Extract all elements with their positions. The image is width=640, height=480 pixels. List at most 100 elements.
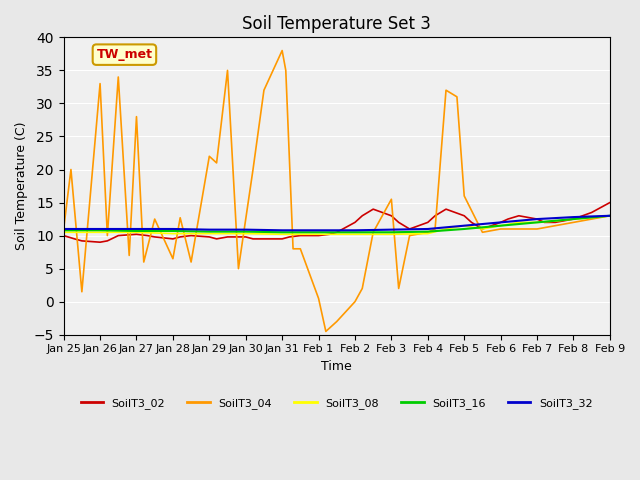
SoilT3_04 [322, 328, 330, 334]
SoilT3_32 [533, 216, 541, 222]
SoilT3_04 [96, 81, 104, 86]
SoilT3_08 [278, 231, 286, 237]
SoilT3_04 [424, 229, 431, 235]
SoilT3_02 [249, 236, 257, 242]
SoilT3_02 [278, 236, 286, 242]
SoilT3_04 [78, 289, 86, 295]
SoilT3_04 [460, 193, 468, 199]
SoilT3_02 [96, 240, 104, 245]
SoilT3_04 [515, 226, 523, 232]
SoilT3_32 [497, 219, 504, 225]
SoilT3_02 [541, 219, 548, 225]
SoilT3_04 [151, 216, 159, 222]
SoilT3_04 [169, 256, 177, 262]
SoilT3_04 [235, 266, 243, 272]
Text: TW_met: TW_met [97, 48, 152, 61]
SoilT3_32 [606, 213, 614, 219]
Title: Soil Temperature Set 3: Soil Temperature Set 3 [243, 15, 431, 33]
SoilT3_16 [169, 228, 177, 234]
SoilT3_04 [282, 68, 290, 73]
SoilT3_02 [188, 233, 195, 239]
SoilT3_02 [71, 236, 79, 242]
Line: SoilT3_02: SoilT3_02 [63, 203, 610, 242]
SoilT3_02 [104, 238, 111, 244]
SoilT3_02 [588, 210, 595, 216]
SoilT3_08 [515, 219, 523, 225]
SoilT3_08 [169, 231, 177, 237]
SoilT3_08 [442, 226, 450, 232]
SoilT3_04 [369, 229, 377, 235]
SoilT3_02 [177, 234, 184, 240]
SoilT3_04 [358, 286, 366, 291]
SoilT3_04 [479, 229, 486, 235]
SoilT3_02 [333, 229, 340, 235]
SoilT3_02 [442, 206, 450, 212]
SoilT3_04 [260, 87, 268, 93]
SoilT3_16 [96, 228, 104, 233]
SoilT3_04 [278, 48, 286, 53]
SoilT3_02 [468, 219, 476, 225]
SoilT3_08 [132, 229, 140, 235]
SoilT3_32 [169, 226, 177, 232]
SoilT3_08 [497, 223, 504, 228]
SoilT3_02 [307, 233, 315, 239]
SoilT3_04 [442, 87, 450, 93]
SoilT3_02 [169, 236, 177, 242]
SoilT3_02 [60, 233, 67, 239]
SoilT3_02 [315, 233, 323, 239]
SoilT3_08 [570, 216, 577, 222]
SoilT3_16 [606, 213, 614, 219]
SoilT3_04 [533, 226, 541, 232]
SoilT3_02 [78, 238, 86, 244]
SoilT3_32 [388, 227, 396, 232]
SoilT3_04 [406, 233, 413, 239]
SoilT3_02 [223, 234, 231, 240]
SoilT3_02 [533, 216, 541, 222]
SoilT3_08 [60, 229, 67, 235]
SoilT3_04 [395, 286, 403, 291]
SoilT3_16 [497, 223, 504, 228]
SoilT3_32 [315, 228, 323, 233]
SoilT3_16 [533, 219, 541, 225]
SoilT3_04 [431, 226, 439, 232]
SoilT3_08 [315, 231, 323, 237]
SoilT3_02 [431, 213, 439, 219]
SoilT3_02 [424, 219, 431, 225]
SoilT3_08 [533, 219, 541, 225]
SoilT3_02 [358, 213, 366, 219]
Legend: SoilT3_02, SoilT3_04, SoilT3_08, SoilT3_16, SoilT3_32: SoilT3_02, SoilT3_04, SoilT3_08, SoilT3_… [76, 394, 597, 414]
SoilT3_32 [424, 226, 431, 232]
SoilT3_32 [205, 227, 213, 232]
SoilT3_16 [242, 229, 250, 235]
SoilT3_08 [242, 231, 250, 237]
SoilT3_08 [424, 231, 431, 237]
Line: SoilT3_16: SoilT3_16 [63, 216, 610, 232]
SoilT3_02 [388, 213, 396, 219]
Y-axis label: Soil Temperature (C): Soil Temperature (C) [15, 122, 28, 250]
SoilT3_02 [285, 234, 293, 240]
SoilT3_02 [369, 206, 377, 212]
SoilT3_16 [60, 228, 67, 233]
SoilT3_02 [351, 219, 359, 225]
SoilT3_08 [96, 229, 104, 235]
SoilT3_02 [552, 219, 559, 225]
SoilT3_02 [406, 226, 413, 232]
SoilT3_08 [351, 231, 359, 237]
X-axis label: Time: Time [321, 360, 352, 373]
SoilT3_04 [177, 215, 184, 221]
SoilT3_04 [67, 167, 75, 172]
SoilT3_02 [326, 231, 333, 237]
SoilT3_02 [570, 216, 577, 222]
SoilT3_04 [289, 246, 297, 252]
SoilT3_08 [205, 231, 213, 237]
SoilT3_16 [351, 229, 359, 235]
SoilT3_08 [388, 231, 396, 237]
SoilT3_02 [504, 216, 512, 222]
SoilT3_02 [242, 234, 250, 240]
SoilT3_16 [132, 228, 140, 234]
SoilT3_32 [460, 223, 468, 228]
SoilT3_04 [315, 296, 323, 301]
SoilT3_04 [223, 68, 231, 73]
SoilT3_02 [151, 234, 159, 240]
SoilT3_04 [351, 299, 359, 304]
